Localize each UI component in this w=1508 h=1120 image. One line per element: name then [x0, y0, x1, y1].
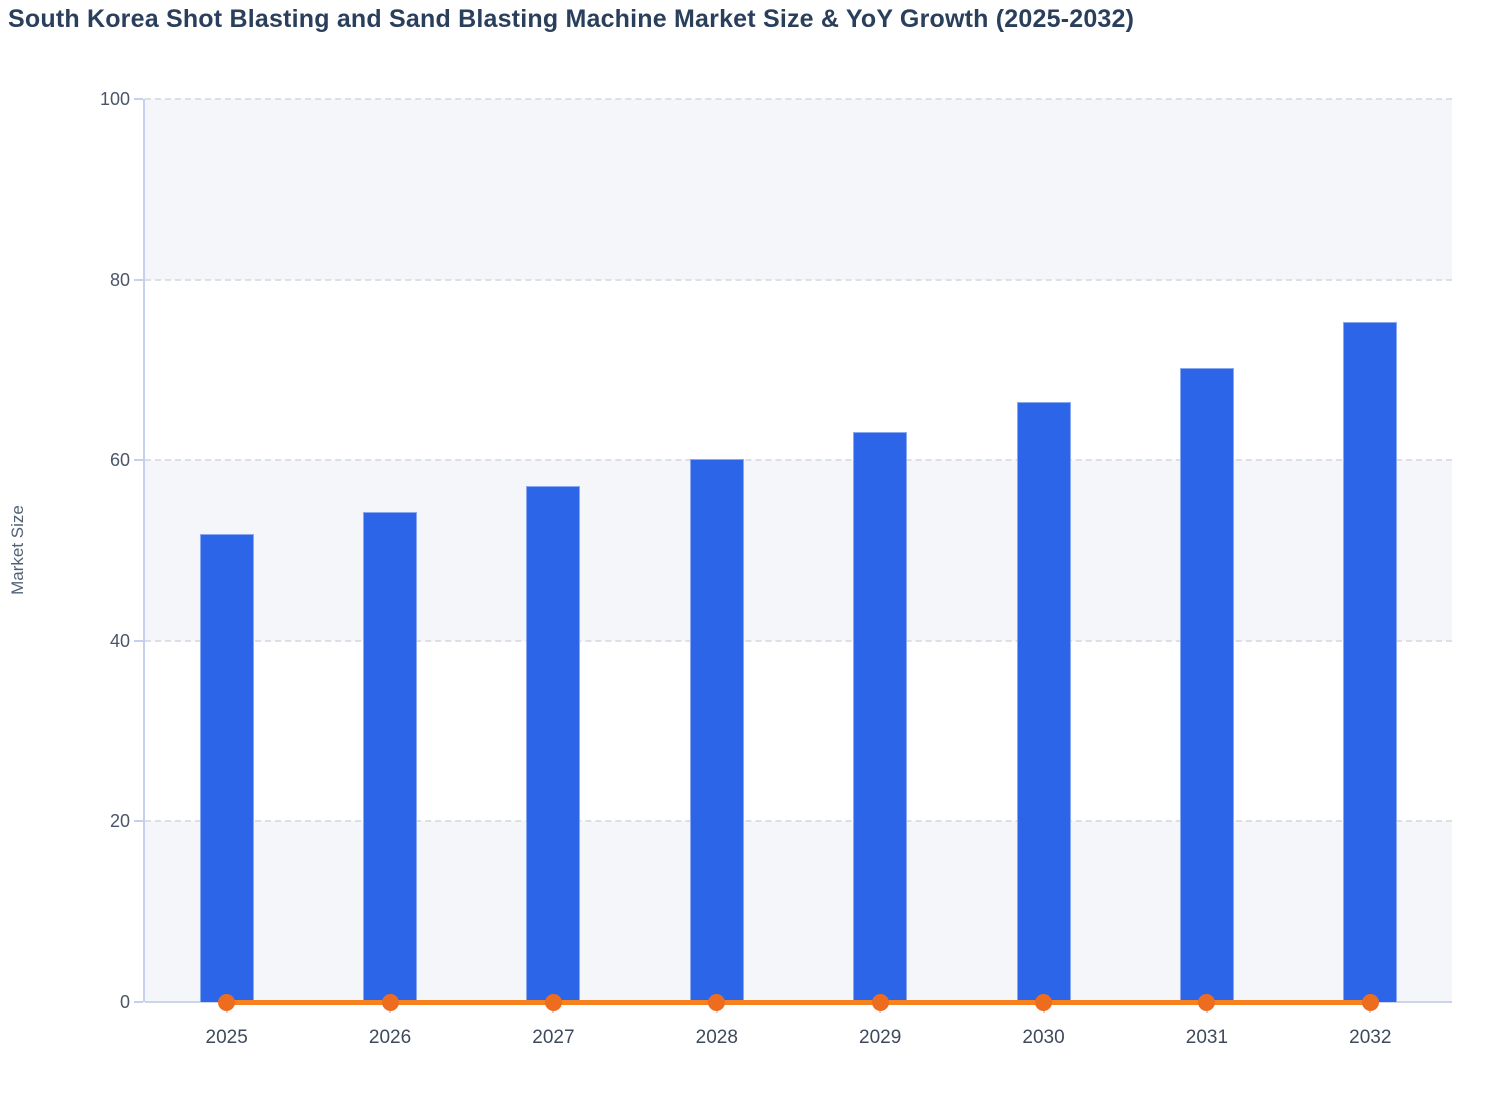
x-tick-label-2031: 2031 — [1185, 1027, 1229, 1048]
plot-area: 0 20 40 60 80 100 2025 2026 2027 2028 2029 2030 2031… — [100, 89, 1452, 1048]
y-axis-title: Market Size — [8, 505, 27, 595]
gridline-100 — [145, 98, 1452, 100]
bar-2030[interactable] — [1016, 402, 1071, 1002]
x-tick-label-2027: 2027 — [532, 1027, 575, 1048]
gridline-40 — [145, 639, 1452, 642]
y-tick-label: 60 — [109, 450, 130, 471]
yoy-marker-2026[interactable] — [381, 993, 399, 1011]
y-tick-label: 20 — [109, 811, 130, 832]
x-tick-label-2028: 2028 — [695, 1027, 738, 1048]
grid-band — [145, 821, 1452, 1002]
gridline-20 — [145, 820, 1452, 823]
yoy-marker-2030[interactable] — [1035, 993, 1053, 1011]
bar-2027[interactable] — [526, 486, 581, 1002]
bar-2032[interactable] — [1343, 322, 1398, 1002]
bar-2029[interactable] — [853, 432, 908, 1002]
yoy-marker-2031[interactable] — [1198, 993, 1216, 1011]
x-tick-label-2032: 2032 — [1349, 1027, 1392, 1048]
yoy-marker-2029[interactable] — [871, 993, 889, 1011]
yoy-marker-2028[interactable] — [708, 993, 726, 1011]
grid-band — [145, 99, 1452, 280]
y-axis-tick — [134, 1001, 143, 1003]
grid-band — [145, 641, 1452, 822]
y-axis-tick — [134, 820, 143, 823]
x-tick-label-2025: 2025 — [205, 1027, 248, 1048]
y-axis-tick — [134, 278, 143, 281]
y-axis-tick — [134, 459, 143, 462]
y-tick-label: 100 — [99, 89, 130, 109]
yoy-marker-2032[interactable] — [1361, 993, 1379, 1011]
bar-2025[interactable] — [199, 534, 254, 1002]
y-axis-line — [143, 99, 145, 1002]
grid-band — [145, 460, 1452, 641]
y-tick-label: 0 — [119, 992, 130, 1012]
yoy-marker-2025[interactable] — [218, 993, 236, 1011]
y-axis-tick — [134, 639, 143, 642]
bar-2026[interactable] — [363, 511, 418, 1002]
y-tick-label: 80 — [109, 269, 130, 290]
gridline-60 — [145, 459, 1452, 462]
chart-title: South Korea Shot Blasting and Sand Blast… — [8, 5, 1135, 33]
x-tick-label-2030: 2030 — [1022, 1027, 1065, 1048]
y-axis-tick — [134, 98, 143, 100]
grid-band — [145, 280, 1452, 461]
yoy-growth-line[interactable] — [226, 999, 1371, 1005]
y-tick-label: 40 — [109, 630, 130, 651]
x-tick-label-2026: 2026 — [368, 1027, 412, 1048]
yoy-marker-2027[interactable] — [544, 993, 562, 1011]
bar-2028[interactable] — [689, 459, 744, 1002]
gridline-80 — [145, 278, 1452, 281]
x-tick-label-2029: 2029 — [859, 1027, 902, 1048]
bar-2031[interactable] — [1179, 368, 1234, 1002]
